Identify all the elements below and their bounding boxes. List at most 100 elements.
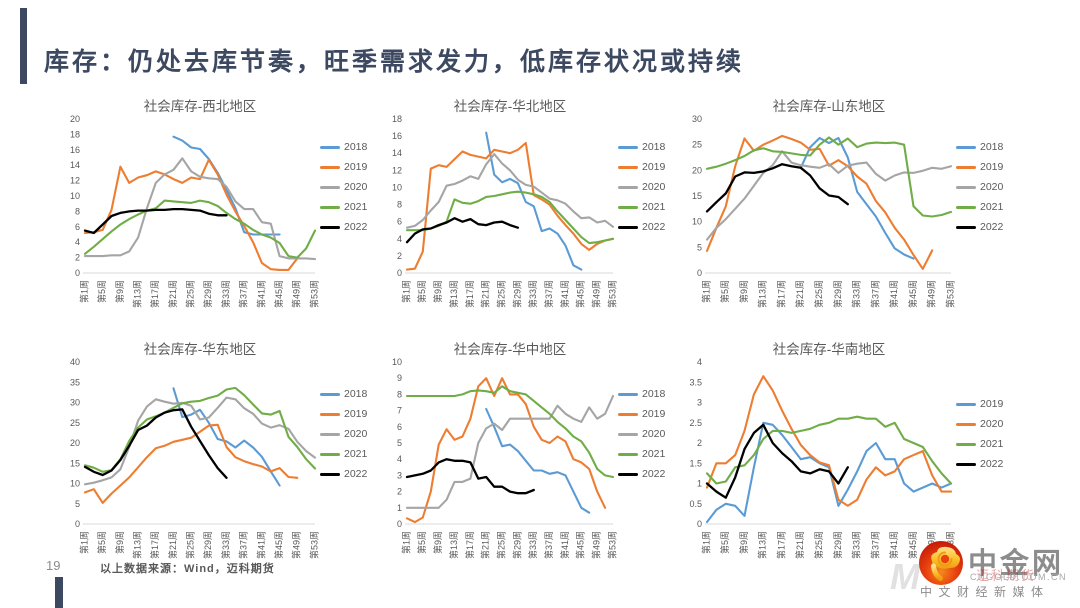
- legend-item-2020: 2020: [320, 181, 376, 193]
- series-2019: [405, 377, 607, 524]
- x-tick-label: 第33周: [851, 531, 862, 559]
- series-2020: [405, 394, 615, 509]
- y-tick-label: 5: [75, 499, 80, 509]
- watermark-letter: M: [890, 556, 920, 597]
- x-tick-label: 第17周: [149, 531, 160, 559]
- legend-swatch: [320, 145, 340, 149]
- chart-card-northwest: 社会库存-西北地区 0 2 4 6 8 10 12 14 16 18 20 第1周 第5周 第9周 第13周…: [58, 95, 376, 327]
- y-tick-label: 4: [397, 454, 402, 464]
- x-tick-label: 第45周: [575, 280, 586, 308]
- legend-item-2019: 2019: [956, 398, 1012, 410]
- x-tick-label: 第41周: [888, 531, 899, 559]
- legend-item-2019: 2019: [956, 161, 1012, 173]
- legend-item-2022: 2022: [618, 468, 674, 480]
- legend-swatch: [618, 225, 638, 229]
- y-tick-label: 2: [397, 251, 402, 261]
- x-tick-label: 第1周: [400, 280, 411, 303]
- legend-label: 2022: [980, 221, 1004, 233]
- x-tick-label: 第29周: [832, 280, 843, 308]
- line-chart: 0 5 10 15 20 25 30 第1周 第5周 第9周 第13周 第17周 第21周 第25周 第29…: [692, 114, 955, 308]
- y-tick-label: 30: [692, 114, 702, 124]
- y-tick-label: 3: [697, 398, 702, 408]
- series-2019: [83, 423, 299, 504]
- x-tick-label: 第9周: [114, 280, 125, 303]
- x-tick-label: 第9周: [432, 280, 443, 303]
- x-tick-label: 第29周: [202, 531, 213, 559]
- y-tick-label: 0.5: [689, 499, 702, 509]
- series-2018: [485, 407, 591, 514]
- legend-item-2021: 2021: [320, 201, 376, 213]
- x-tick-label: 第5周: [719, 280, 730, 303]
- x-tick-label: 第21周: [794, 531, 805, 559]
- x-tick-label: 第53周: [606, 280, 617, 308]
- legend-swatch: [618, 472, 638, 476]
- y-tick-label: 14: [392, 148, 402, 158]
- legend-swatch: [956, 422, 976, 426]
- y-tick-label: 2.5: [689, 418, 702, 428]
- y-tick-label: 20: [692, 165, 702, 175]
- series-2020: [405, 153, 615, 229]
- x-tick-label: 第29周: [511, 280, 522, 308]
- cngold-domain: CNGOLD.COM.CN: [970, 572, 1068, 582]
- x-tick-label: 第25周: [185, 531, 196, 559]
- series-2022: [405, 458, 535, 495]
- legend-label: 2021: [980, 438, 1004, 450]
- chart-title: 社会库存-华东地区: [143, 342, 257, 357]
- x-tick-label: 第53周: [308, 531, 319, 559]
- watermark-text: 迈科期货: [976, 568, 1037, 583]
- y-tick-label: 15: [70, 458, 80, 468]
- y-tick-label: 0: [75, 268, 80, 278]
- chart-title: 社会库存-华北地区: [453, 99, 567, 114]
- legend-swatch: [618, 412, 638, 416]
- chart-title: 社会库存-华南地区: [772, 342, 886, 357]
- x-tick-label: 第5周: [416, 280, 427, 303]
- page-number: 19: [46, 558, 61, 573]
- legend-swatch: [956, 462, 976, 466]
- chart-title: 社会库存-山东地区: [772, 99, 886, 114]
- x-tick-label: 第49周: [591, 280, 602, 308]
- x-tick-label: 第1周: [78, 531, 89, 554]
- legend-swatch: [618, 452, 638, 456]
- chart-legend: 2018 2019 2020 2021 2022: [320, 338, 376, 578]
- x-tick-label: 第45周: [907, 280, 918, 308]
- chart-card-east: 社会库存-华东地区 0 5 10 15 20 25 30 35 40 第1周 第5周 第9周 第13周第…: [58, 338, 376, 578]
- y-tick-label: 25: [70, 418, 80, 428]
- legend-swatch: [618, 392, 638, 396]
- x-tick-label: 第33周: [220, 531, 231, 559]
- x-tick-label: 第13周: [131, 280, 142, 308]
- chart-title: 社会库存-西北地区: [143, 99, 257, 114]
- y-tick-label: 20: [70, 438, 80, 448]
- legend-swatch: [956, 402, 976, 406]
- legend-label: 2019: [344, 161, 368, 173]
- legend-swatch: [618, 145, 638, 149]
- legend-swatch: [618, 185, 638, 189]
- x-tick-label: 第1周: [700, 531, 711, 554]
- x-tick-label: 第49周: [926, 280, 937, 308]
- y-tick-label: 15: [692, 191, 702, 201]
- legend-label: 2018: [642, 388, 666, 400]
- series-2021: [405, 385, 615, 479]
- x-tick-label: 第9周: [432, 531, 443, 554]
- x-tick-label: 第25周: [495, 280, 506, 308]
- legend-label: 2019: [980, 161, 1004, 173]
- title-accent-bar: [20, 8, 27, 84]
- legend-swatch: [618, 165, 638, 169]
- x-tick-label: 第25周: [495, 531, 506, 559]
- legend-swatch: [618, 205, 638, 209]
- legend-swatch: [320, 412, 340, 416]
- legend-item-2019: 2019: [618, 408, 674, 420]
- legend-label: 2019: [980, 398, 1004, 410]
- chart-legend: 2018 2019 2020 2021 2022: [956, 95, 1012, 327]
- legend-item-2021: 2021: [618, 201, 674, 213]
- series-2022: [705, 163, 849, 213]
- x-tick-label: 第21周: [480, 531, 491, 559]
- x-tick-label: 第17周: [464, 280, 475, 308]
- chart-legend: 2018 2019 2020 2021 2022: [618, 338, 674, 578]
- y-tick-label: 5: [697, 242, 702, 252]
- legend-label: 2020: [344, 181, 368, 193]
- x-tick-label: 第33周: [220, 280, 231, 308]
- legend-item-2020: 2020: [618, 428, 674, 440]
- legend-item-2021: 2021: [956, 201, 1012, 213]
- series-2018: [485, 131, 583, 271]
- legend-item-2022: 2022: [956, 221, 1012, 233]
